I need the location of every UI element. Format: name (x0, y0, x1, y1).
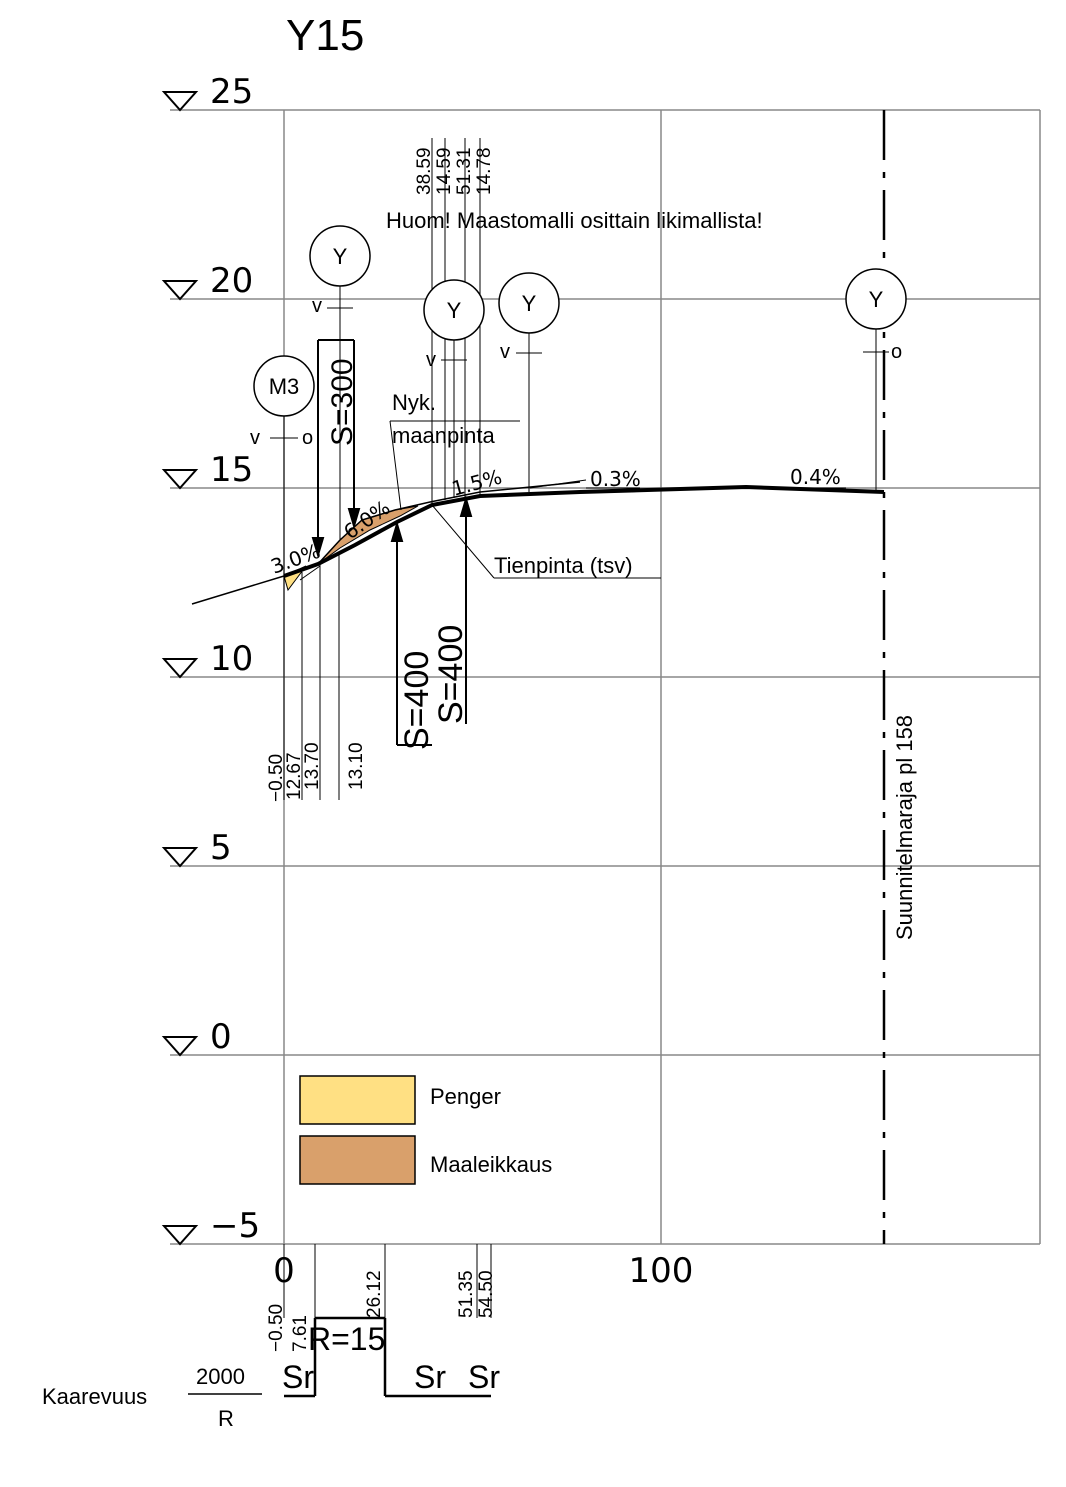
terrain-extension (299, 565, 321, 581)
dimension-value: 7.61 (290, 1315, 311, 1352)
elevation-triangle-icon (161, 469, 199, 490)
radius-label: S=300 (326, 358, 359, 446)
existing-ground-label: Nyk. (392, 390, 436, 415)
legend-penger-swatch (299, 1075, 416, 1125)
dimension-value: 54.50 (476, 1270, 497, 1318)
existing-ground-label: maanpinta (392, 423, 496, 448)
y-marker-3 (498, 272, 560, 492)
elevation-labels: 25 20 15 10 5 0 −5 (210, 72, 260, 1246)
curvature-label: Kaarevuus (42, 1384, 147, 1409)
radius-400-marker (390, 495, 473, 746)
elevation-grid (170, 109, 1040, 1245)
elevation-triangle-icon (161, 280, 199, 301)
dimension-value: −0.50 (266, 754, 287, 802)
y-marker-label: Y (869, 287, 884, 312)
dimension-value: 51.35 (456, 1270, 477, 1318)
dimension-value: 13.70 (302, 742, 323, 790)
elevation-label: 25 (210, 72, 253, 112)
legend-penger-label: Penger (430, 1084, 501, 1109)
existing-ground-leader (389, 420, 402, 511)
legend-maaleikkaus-label: Maaleikkaus (430, 1152, 552, 1177)
terrain-note: Huom! Maastomalli osittain likimallista! (386, 208, 763, 233)
station-label: 100 (629, 1251, 694, 1291)
elevation-triangle-icon (161, 1036, 199, 1057)
y-marker-2 (423, 279, 485, 498)
elevation-label: −5 (210, 1206, 260, 1246)
y-marker-label: Y (447, 298, 462, 323)
legend-maaleikkaus-swatch (299, 1135, 416, 1185)
left-dimensions: −0.50 12.67 13.70 13.10 (266, 742, 367, 802)
slope-label: 0.3% (590, 467, 641, 491)
elevation-label: 20 (210, 261, 253, 301)
dimension-value: 13.10 (346, 742, 367, 790)
slope-leader (529, 479, 587, 489)
marker-v-label: v (312, 295, 322, 317)
marker-o-label: o (302, 427, 313, 449)
elevation-label: 15 (210, 450, 253, 490)
dimension-value: 12.67 (284, 752, 305, 800)
y-marker-4 (845, 268, 907, 490)
radius-300-marker (311, 339, 361, 559)
marker-v-label: v (250, 427, 260, 449)
drawing-title: Y15 (286, 11, 364, 60)
elevation-label: 5 (210, 828, 232, 868)
elevation-label: 0 (210, 1017, 232, 1057)
terrain-line (191, 481, 581, 605)
marker-o-label: o (891, 341, 902, 363)
left-dimension-lines (283, 552, 340, 800)
marker-v-label: v (500, 341, 510, 363)
y-marker-label: Y (522, 291, 537, 316)
y-marker-1 (309, 225, 371, 540)
bottom-dimension-lines (283, 1244, 492, 1318)
curve-sr-label: Sr (282, 1359, 314, 1395)
elevation-triangle-icon (161, 91, 199, 112)
dimension-value: 51.31 (454, 147, 475, 195)
curvature-denominator: R (218, 1406, 234, 1431)
curve-sr-label: Sr (468, 1359, 500, 1395)
dimension-value: 14.59 (434, 147, 455, 195)
road-surface-leader (431, 504, 495, 579)
curve-radius-label: R=15 (308, 1321, 385, 1357)
dimension-value: −0.50 (266, 1304, 287, 1352)
dimension-value: 26.12 (364, 1270, 385, 1318)
y-marker-label: Y (333, 244, 348, 269)
road-surface-label: Tienpinta (tsv) (494, 553, 633, 578)
elevation-label: 10 (210, 639, 253, 679)
elevation-triangle-icon (161, 658, 199, 679)
curvature-band (284, 1316, 491, 1398)
bottom-dimensions: −0.50 7.61 26.12 51.35 54.50 (266, 1270, 497, 1352)
dimension-value: 14.78 (474, 147, 495, 195)
top-dimensions: 38.59 14.59 51.31 14.78 (414, 147, 495, 195)
radius-label: S=400 (398, 651, 436, 750)
radius-label: S=400 (432, 625, 470, 724)
dimension-value: 38.59 (414, 147, 435, 195)
curve-sr-label: Sr (414, 1359, 446, 1395)
curvature-numerator: 2000 (196, 1364, 245, 1389)
m3-marker-label: M3 (269, 374, 300, 399)
elevation-triangle-icon (161, 1225, 199, 1246)
plan-boundary-label: Suunnitelmaraja pl 158 (892, 715, 917, 940)
elevation-triangle-icon (161, 847, 199, 868)
slope-label: 0.4% (790, 465, 841, 489)
marker-v-label: v (426, 349, 436, 371)
elevation-markers (161, 91, 199, 1246)
